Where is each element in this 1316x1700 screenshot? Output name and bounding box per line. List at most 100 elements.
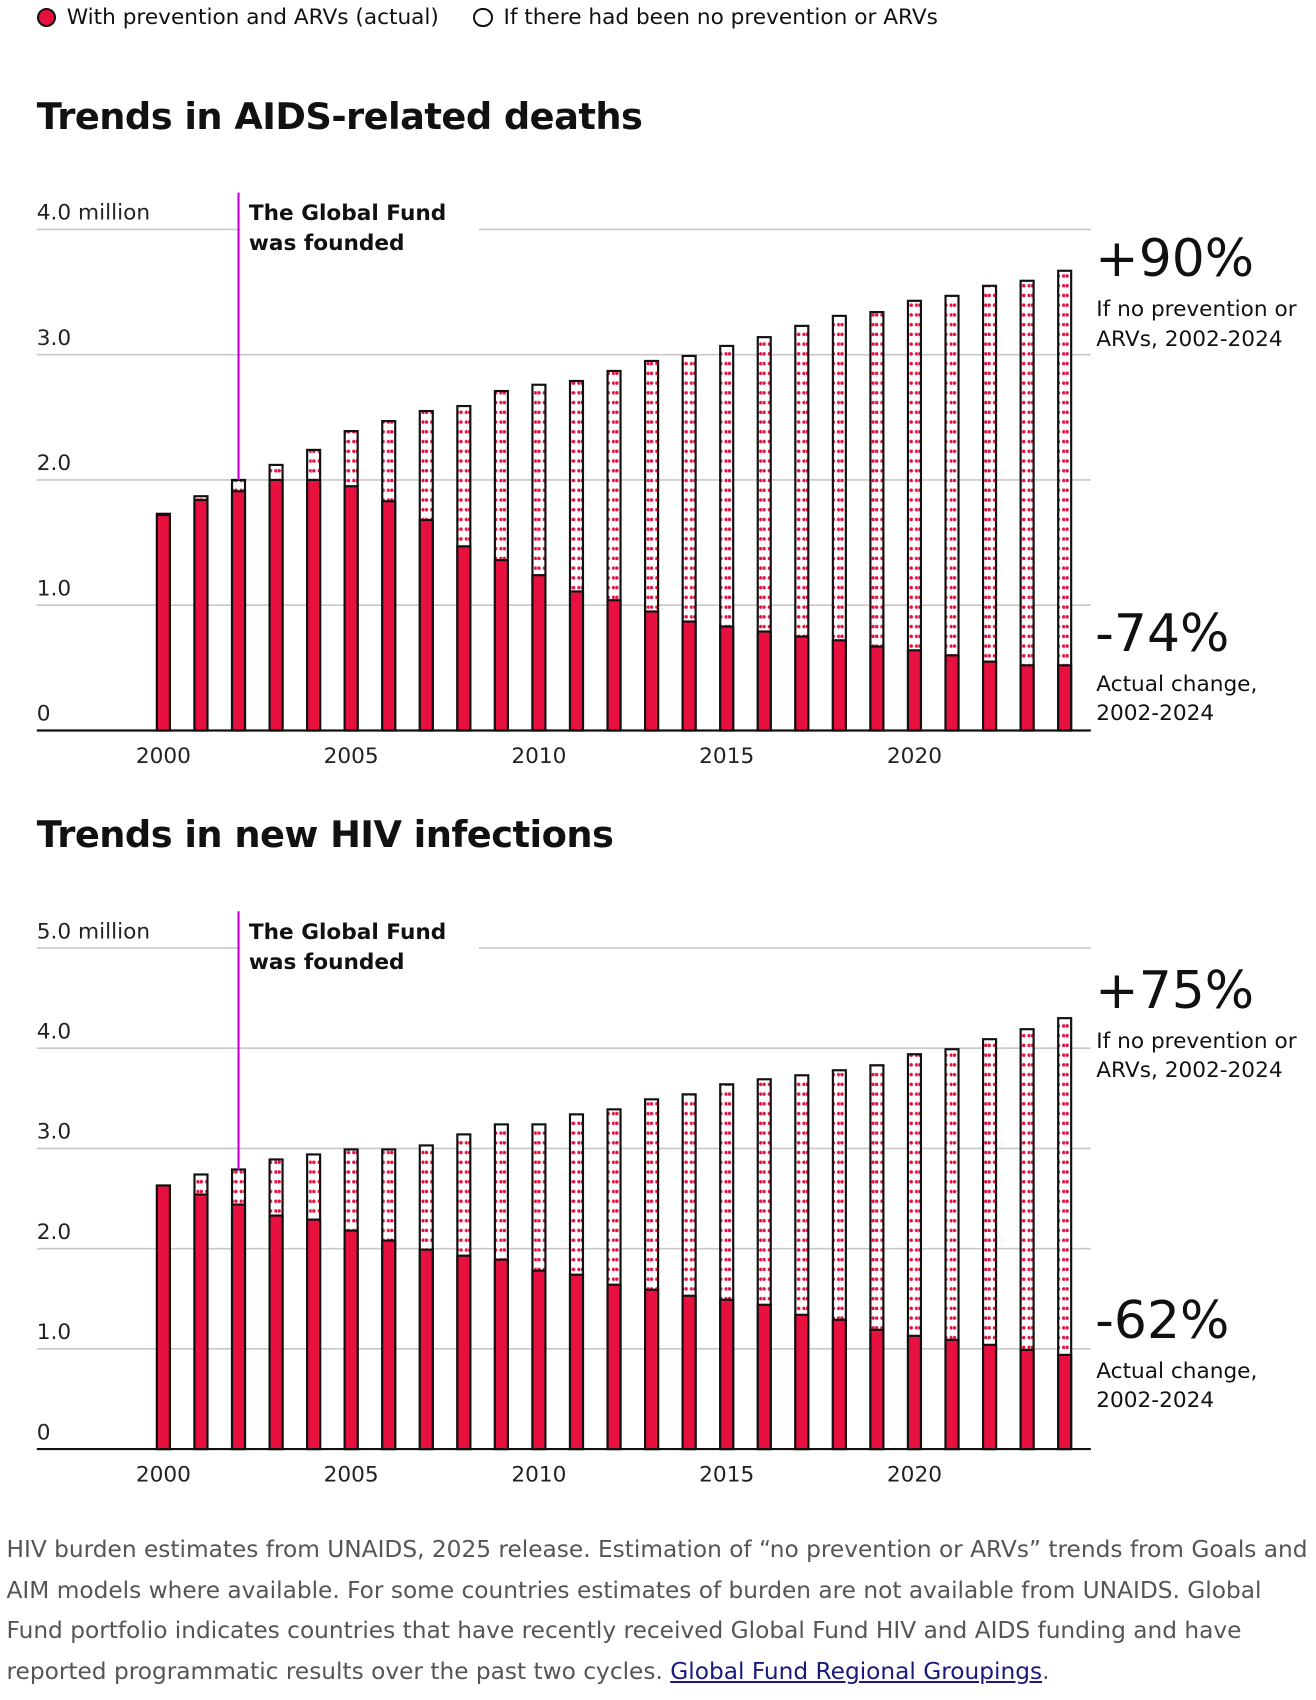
bar-actual [306,478,322,732]
bar-actual [1057,664,1073,732]
bar-actual [568,1273,585,1451]
y-tick-label: 3.0 [37,1120,71,1145]
bar-actual [944,654,960,732]
bar-actual [981,660,998,732]
bar-actual [756,1303,772,1451]
bar-actual [493,559,509,732]
y-tick-label: 3.0 [37,326,71,351]
x-tick-label: 2020 [887,1463,942,1488]
bar-actual [906,649,923,732]
bar-actual [381,500,397,732]
bar-actual [869,645,885,732]
bar-actual [155,1184,171,1451]
bar-actual [230,1203,247,1451]
bar-actual [1019,1348,1035,1451]
actual-note-infections: Actual change, 2002-2024 [1096,1359,1258,1414]
x-tick-label: 2000 [136,744,191,769]
y-tick-label: 5.0 million [37,919,150,944]
bar-actual [456,1254,472,1451]
counterfactual-note-infections: If no prevention or ARVs, 2002-2024 [1096,1029,1297,1084]
counterfactual-note-deaths: If no prevention or ARVs, 2002-2024 [1096,297,1297,352]
bar-actual [719,1298,735,1451]
bar-actual [831,1318,847,1451]
legend-item-actual: With prevention and ARVs (actual) [36,5,439,31]
x-tick-label: 2005 [324,744,379,769]
annotation-line2: was founded [248,231,405,257]
open-circle-icon [473,8,493,28]
bar-actual [268,478,284,732]
bar-actual [418,1248,434,1451]
bar-actual [606,1283,622,1451]
legend-label-actual: With prevention and ARVs (actual) [66,5,439,31]
chart-1: 0 1.0 2.0 3.0 4.0 5.0 million 2000 2005 2010 2015… [37,911,1091,1488]
y-tick-label: 0 [37,702,51,727]
y-tick-label: 1.0 [37,576,71,601]
x-tick-label: 2000 [136,1463,191,1488]
actual-change-deaths: -74% [1095,603,1230,664]
bar-counterfactual [1057,269,1073,732]
chart-0: 0 1.0 2.0 3.0 4.0 million 2000 2005 2010 2015 202… [37,192,1091,769]
bar-actual [268,1214,284,1451]
y-tick-label: 4.0 [37,1019,71,1044]
bar-actual [794,635,810,732]
legend-label-counterfactual: If there had been no prevention or ARVs [503,5,938,31]
bar-actual [193,1193,209,1451]
bar-actual [1057,1353,1073,1451]
annotation-line2: was founded [248,950,405,975]
bar-actual [681,620,697,732]
x-tick-label: 2010 [511,744,566,769]
bar-actual [681,1294,697,1451]
annotation-line1: The Global Fund [248,919,447,945]
bar-actual [230,490,247,732]
bar-actual [794,1313,810,1451]
bar-actual [343,1229,359,1451]
chart-title-infections: Trends in new HIV infections [36,812,614,856]
x-tick-label: 2005 [324,1463,379,1488]
bar-actual [155,513,171,732]
x-tick-label: 2010 [511,1463,566,1488]
bar-actual [644,1288,660,1451]
y-tick-label: 0 [37,1420,51,1445]
actual-change-infections: -62% [1095,1291,1230,1352]
bar-actual [306,1218,322,1451]
legend-item-counterfactual: If there had been no prevention or ARVs [473,5,938,31]
bar-actual [719,625,735,732]
bar-actual [531,574,547,732]
annotation-label-infections: The Global Fund was founded [240,917,479,981]
bar-actual [343,485,359,732]
actual-note-deaths: Actual change, 2002-2024 [1096,671,1258,727]
bar-counterfactual [1019,279,1035,732]
bar-actual [456,545,472,732]
x-tick-label: 2015 [699,744,754,769]
regional-groupings-link[interactable]: Global Fund Regional Groupings [670,1657,1043,1685]
counterfactual-change-infections: +75% [1095,960,1255,1021]
annotation-line1: The Global Fund [248,201,447,227]
bar-actual [418,518,434,732]
bar-actual [1019,664,1035,732]
y-tick-label: 2.0 [37,451,71,476]
x-tick-label: 2015 [699,1463,754,1488]
counterfactual-change-deaths: +90% [1095,229,1255,290]
bar-actual [568,590,585,732]
bar-actual [906,1334,923,1451]
bar-actual [869,1328,885,1451]
bar-actual [493,1258,509,1451]
bar-actual [944,1338,960,1451]
bar-actual [981,1343,998,1451]
bar-actual [381,1239,397,1451]
y-tick-label: 2.0 [37,1220,71,1245]
bar-actual [756,630,772,732]
bar-actual [606,599,622,732]
x-tick-label: 2020 [887,744,942,769]
annotation-label-deaths: The Global Fund was founded [240,199,479,262]
bar-actual [531,1269,547,1451]
footnote: HIV burden estimates from UNAIDS, 2025 r… [6,1530,1310,1692]
legend: With prevention and ARVs (actual) If the… [36,5,938,31]
bar-actual [644,610,660,732]
filled-circle-icon [36,8,56,28]
y-tick-label: 4.0 million [37,201,150,226]
charts-svg: 0 1.0 2.0 3.0 4.0 million 2000 2005 2010 2015 202… [37,192,1091,1488]
bar-actual [193,498,209,732]
footnote-text: HIV burden estimates from UNAIDS, 2025 r… [6,1536,1308,1685]
